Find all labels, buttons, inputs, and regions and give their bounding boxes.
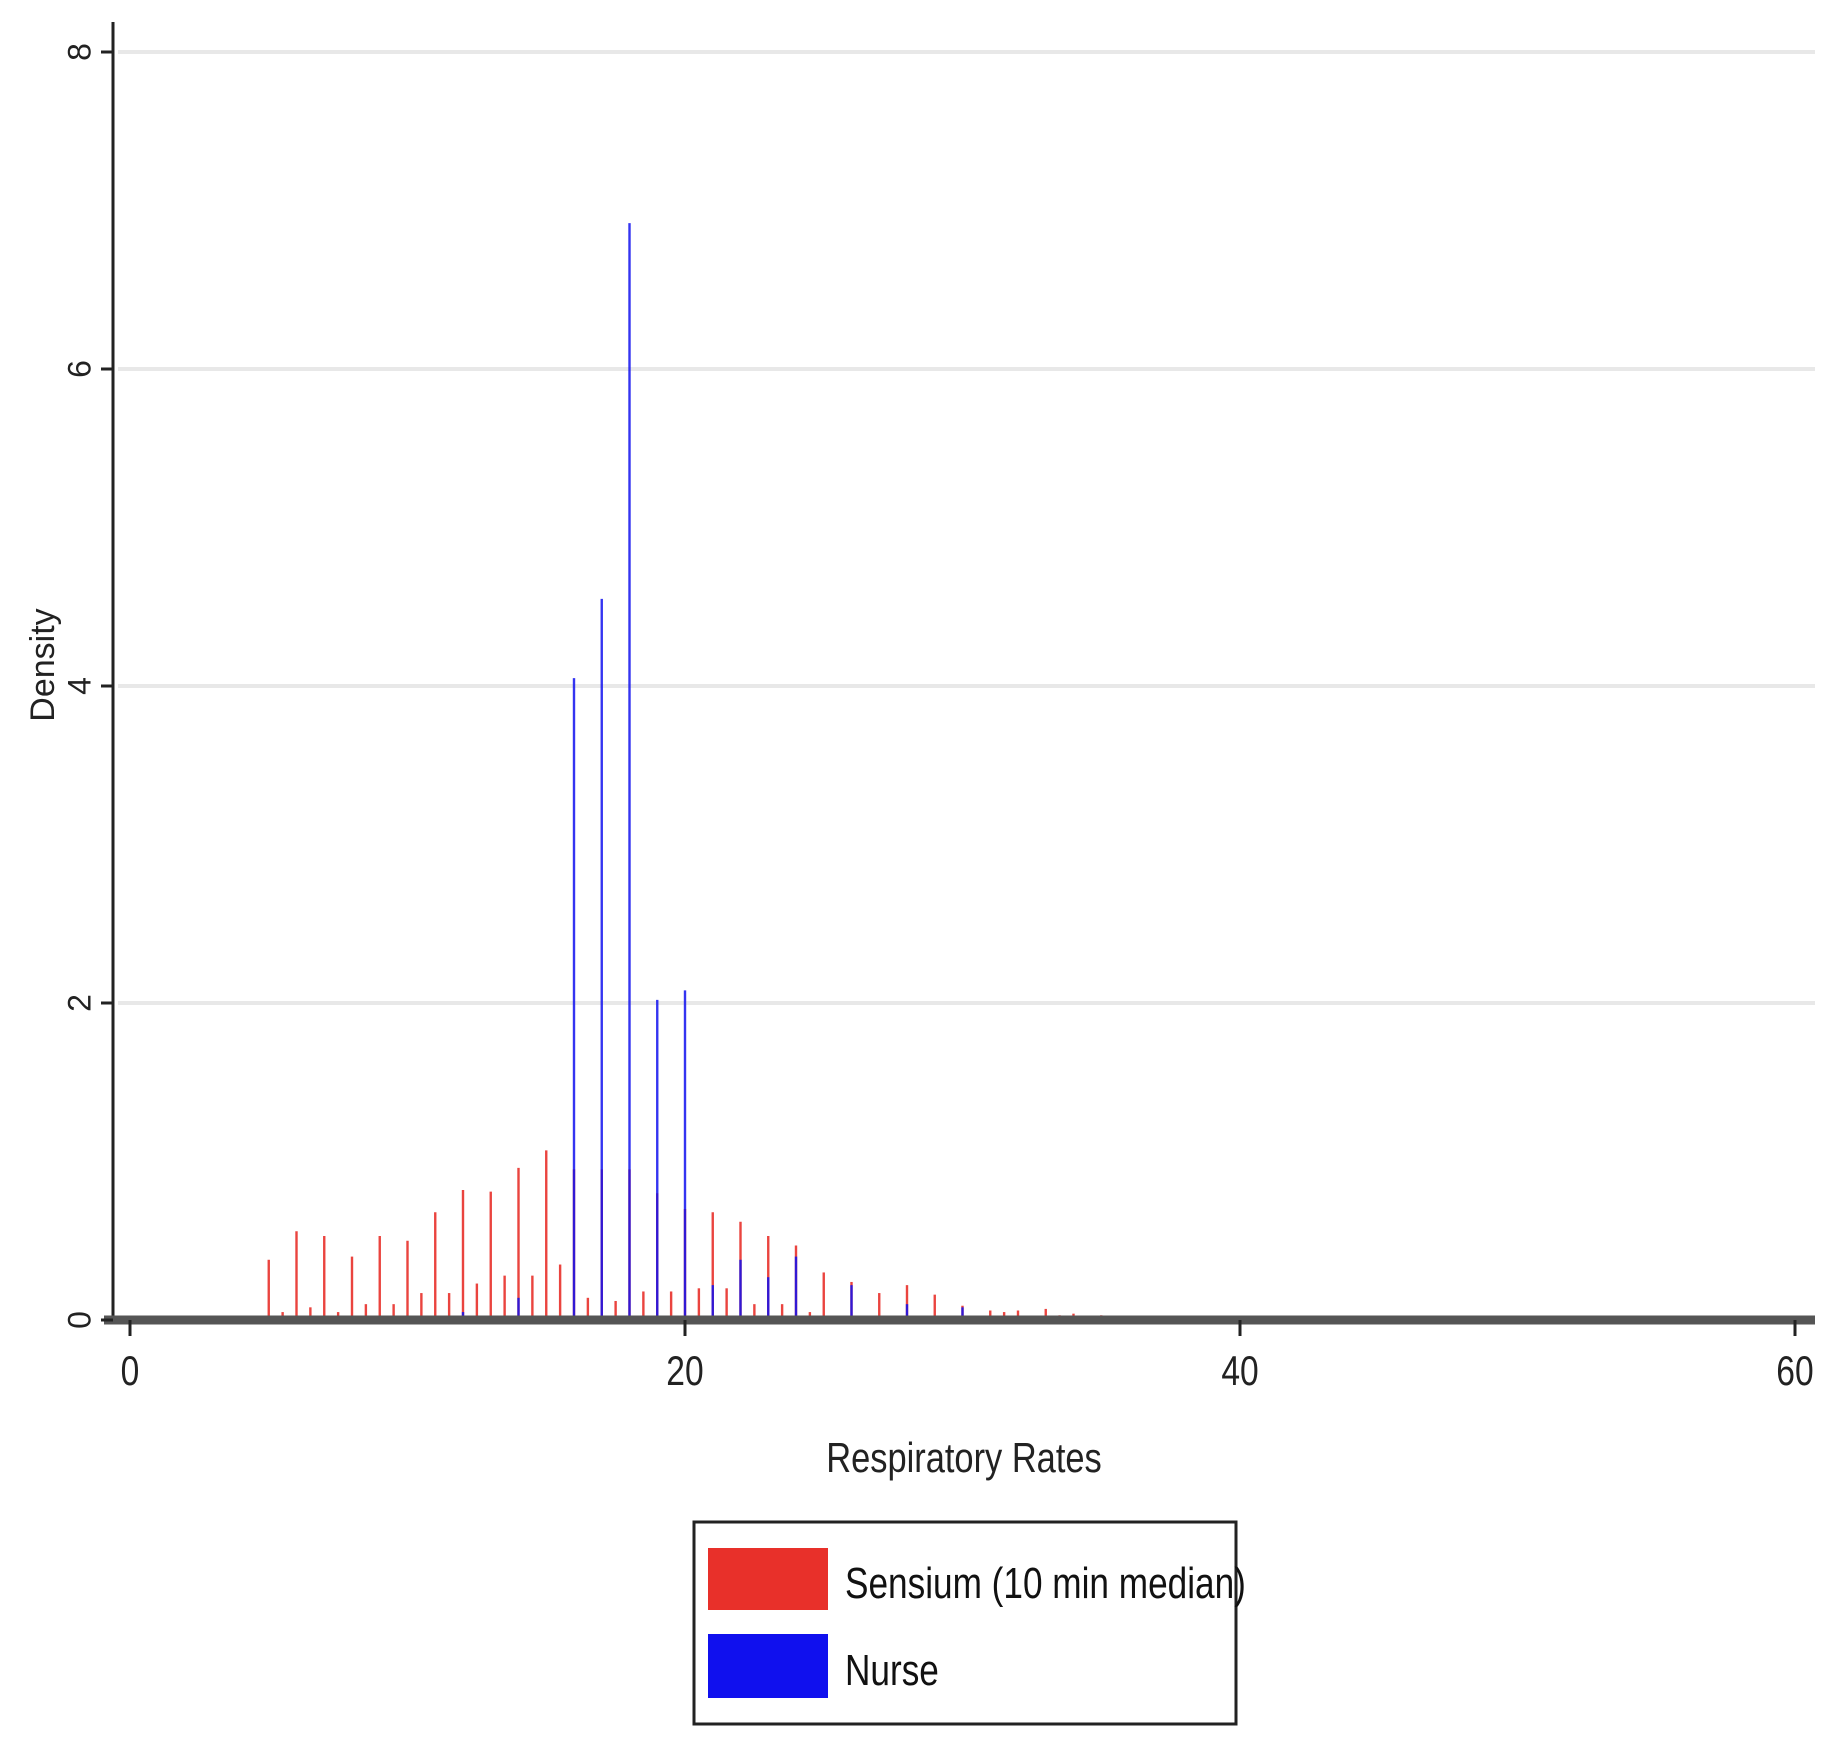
bars [267, 223, 1103, 1320]
y-tick-label-6: 6 [61, 360, 97, 378]
ticks: 0 2 4 6 8 0 20 40 60 [61, 43, 1813, 1395]
x-tick-label-60: 60 [1776, 1349, 1813, 1395]
axes [104, 22, 1815, 1325]
x-tick-label-20: 20 [666, 1349, 703, 1395]
legend-label-nurse: Nurse [845, 1646, 939, 1695]
legend-swatch-sensium [708, 1548, 828, 1610]
y-tick-label-8: 8 [61, 43, 97, 61]
legend: Sensium (10 min median) Nurse [692, 1520, 1246, 1726]
y-tick-label-4: 4 [61, 677, 97, 695]
y-tick-label-2: 2 [61, 994, 97, 1012]
gridlines [118, 50, 1815, 1005]
legend-swatch-nurse [708, 1634, 828, 1698]
legend-label-sensium: Sensium (10 min median) [845, 1559, 1246, 1608]
y-axis-title: Density [24, 608, 62, 721]
x-tick-label-40: 40 [1221, 1349, 1258, 1395]
x-tick-label-0: 0 [121, 1349, 140, 1395]
x-axis-title: Respiratory Rates [826, 1435, 1102, 1482]
y-tick-label-0: 0 [61, 1311, 97, 1329]
